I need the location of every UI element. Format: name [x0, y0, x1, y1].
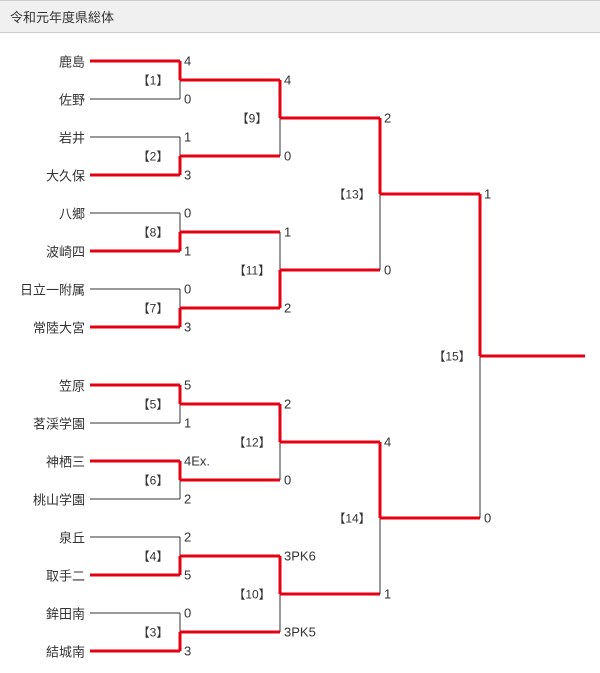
match-label: 【9】: [237, 110, 268, 127]
score: 0: [284, 473, 291, 488]
score: 4: [284, 73, 291, 88]
score: 4: [184, 54, 191, 69]
team-name: 神栖三: [10, 452, 85, 471]
score: 3PK6: [284, 549, 316, 564]
match-label: 【15】: [433, 348, 470, 365]
score: 1: [184, 244, 191, 259]
team-name: 桃山学園: [10, 490, 85, 509]
score: 5: [184, 568, 191, 583]
team-name: 鉾田南: [10, 604, 85, 623]
team-name: 佐野: [10, 90, 85, 109]
score: 2: [184, 492, 191, 507]
score: 0: [184, 282, 191, 297]
team-name: 結城南: [10, 642, 85, 661]
match-label: 【7】: [138, 300, 169, 317]
match-label: 【12】: [233, 434, 270, 451]
team-name: 茗渓学園: [10, 414, 85, 433]
score: 0: [484, 511, 491, 526]
score: 1: [484, 187, 491, 202]
match-label: 【13】: [333, 186, 370, 203]
team-name: 日立一附属: [10, 280, 85, 299]
score: 3: [184, 168, 191, 183]
match-label: 【1】: [138, 72, 169, 89]
score: 0: [284, 149, 291, 164]
match-label: 【3】: [138, 624, 169, 641]
score: 2: [184, 530, 191, 545]
score: 1: [384, 587, 391, 602]
team-name: 鹿島: [10, 52, 85, 71]
team-name: 笠原: [10, 376, 85, 395]
page-title: 令和元年度県総体: [0, 0, 600, 33]
score: 5: [184, 378, 191, 393]
bracket: 鹿島佐野岩井大久保八郷波崎四日立一附属常陸大宮笠原茗渓学園神栖三桃山学園泉丘取手…: [0, 33, 600, 673]
score: 2: [284, 301, 291, 316]
match-label: 【10】: [233, 586, 270, 603]
score: 3: [184, 320, 191, 335]
team-name: 取手二: [10, 566, 85, 585]
match-label: 【8】: [138, 224, 169, 241]
team-name: 常陸大宮: [10, 318, 85, 337]
match-label: 【11】: [234, 262, 270, 279]
score: 3: [184, 644, 191, 659]
score: 2: [384, 111, 391, 126]
score: 1: [184, 416, 191, 431]
score: 0: [184, 606, 191, 621]
match-label: 【14】: [333, 510, 370, 527]
team-name: 岩井: [10, 128, 85, 147]
score: 1: [284, 225, 291, 240]
team-name: 泉丘: [10, 528, 85, 547]
score: 0: [184, 206, 191, 221]
match-label: 【4】: [138, 548, 169, 565]
score: 1: [184, 130, 191, 145]
team-name: 八郷: [10, 204, 85, 223]
team-name: 波崎四: [10, 242, 85, 261]
team-name: 大久保: [10, 166, 85, 185]
score: 0: [384, 263, 391, 278]
match-label: 【2】: [138, 148, 169, 165]
match-label: 【5】: [138, 396, 169, 413]
score: 3PK5: [284, 625, 316, 640]
score: 2: [284, 397, 291, 412]
score: 4Ex.: [184, 454, 210, 469]
score: 0: [184, 92, 191, 107]
match-label: 【6】: [138, 472, 169, 489]
score: 4: [384, 435, 391, 450]
